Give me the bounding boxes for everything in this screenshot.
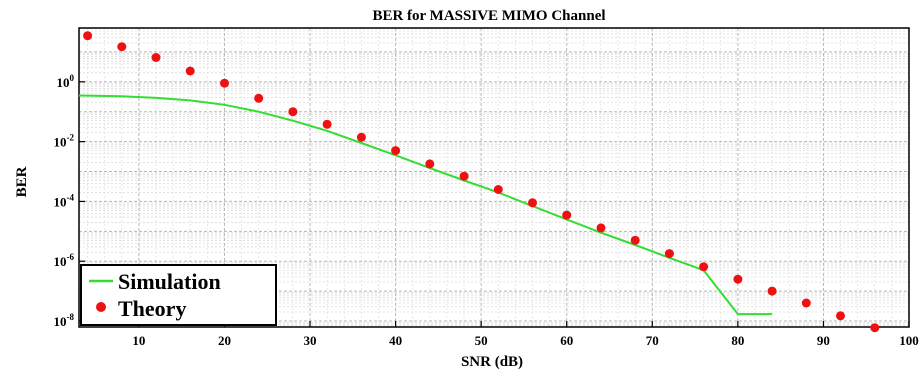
theory-marker bbox=[733, 274, 743, 284]
legend-theory-label: Theory bbox=[118, 296, 186, 321]
theory-marker bbox=[185, 66, 195, 76]
theory-marker bbox=[493, 185, 503, 194]
x-tick-label: 80 bbox=[731, 333, 744, 348]
x-tick-label: 60 bbox=[560, 333, 573, 348]
x-tick-label: 100 bbox=[899, 333, 919, 348]
theory-marker bbox=[596, 223, 606, 233]
theory-marker bbox=[528, 198, 537, 208]
theory-marker bbox=[391, 146, 401, 156]
y-axis-label: BER bbox=[14, 166, 30, 197]
axes-box bbox=[78, 27, 910, 328]
theory-marker bbox=[459, 171, 469, 181]
y-tick-label: 10-4 bbox=[54, 192, 75, 209]
theory-marker bbox=[322, 119, 332, 129]
theory-marker bbox=[836, 311, 845, 321]
x-tick-label: 70 bbox=[646, 333, 659, 348]
x-tick-label: 50 bbox=[475, 333, 488, 348]
theory-marker bbox=[288, 107, 298, 117]
x-tick-label: 20 bbox=[218, 333, 231, 348]
theory-marker bbox=[220, 78, 229, 88]
theory-marker bbox=[699, 262, 709, 272]
theory-marker bbox=[562, 210, 572, 220]
legend-theory-swatch bbox=[96, 302, 106, 312]
theory-marker bbox=[254, 93, 264, 103]
legend: Simulation Theory bbox=[80, 264, 277, 326]
series-theory bbox=[83, 31, 880, 333]
theory-marker bbox=[664, 249, 674, 259]
x-tick-label: 10 bbox=[132, 333, 145, 348]
legend-simulation-label: Simulation bbox=[118, 269, 221, 294]
theory-marker bbox=[870, 323, 880, 333]
y-tick-label: 100 bbox=[57, 73, 75, 90]
theory-marker bbox=[356, 132, 366, 142]
legend-box bbox=[80, 264, 277, 326]
y-tick-label: 10-6 bbox=[54, 252, 75, 269]
theory-marker bbox=[151, 53, 161, 62]
theory-marker bbox=[83, 31, 93, 41]
y-tick-label: 10-2 bbox=[54, 133, 75, 150]
theory-marker bbox=[425, 159, 435, 169]
theory-marker bbox=[630, 235, 640, 245]
chart-title: BER for MASSIVE MIMO Channel bbox=[372, 8, 605, 24]
x-tick-label: 40 bbox=[389, 333, 402, 348]
y-tick-label: 10-8 bbox=[54, 312, 75, 329]
theory-marker bbox=[801, 298, 811, 308]
x-tick-label: 90 bbox=[817, 333, 830, 348]
tick-labels: 10 20 30 40 50 60 70 80 90 100 100 10-2 10-4 10-6 10-8 bbox=[54, 73, 919, 348]
x-axis-label: SNR (dB) bbox=[461, 354, 523, 370]
theory-marker bbox=[117, 42, 127, 52]
x-tick-label: 30 bbox=[304, 333, 317, 348]
theory-marker bbox=[767, 286, 777, 296]
plot-area bbox=[78, 31, 880, 333]
